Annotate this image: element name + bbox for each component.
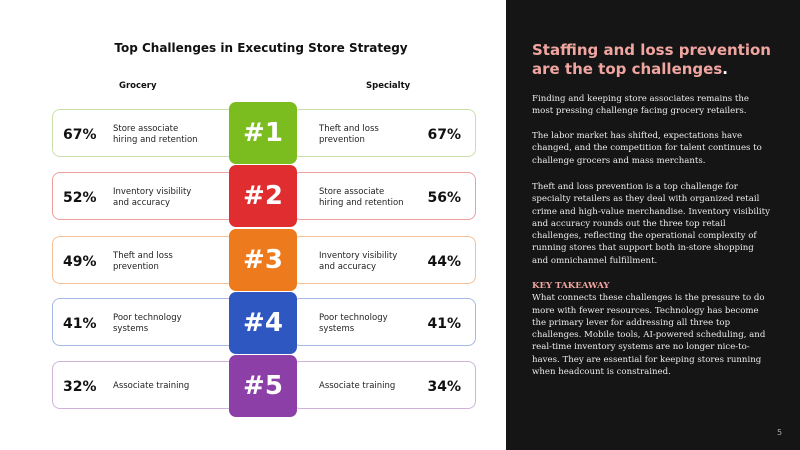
specialty-percent: 56% <box>427 190 461 206</box>
specialty-card: Store associate hiring and retention 56% <box>292 172 476 220</box>
chart-title: Top Challenges in Executing Store Strate… <box>114 41 408 55</box>
grocery-label: Poor technology systems <box>113 313 182 334</box>
specialty-percent: 67% <box>427 127 461 143</box>
grocery-percent: 32% <box>63 379 97 395</box>
grocery-percent: 41% <box>63 316 97 332</box>
grocery-label: Inventory visibility and accuracy <box>113 187 192 208</box>
specialty-label: Store associate hiring and retention <box>319 187 404 208</box>
chart-panel: Top Challenges in Executing Store Strate… <box>52 41 476 417</box>
rank-badge: #3 <box>229 229 297 291</box>
specialty-percent: 34% <box>427 379 461 395</box>
paragraph-1: Finding and keeping store associates rem… <box>532 94 749 117</box>
specialty-percent: 41% <box>427 316 461 332</box>
rank-badge: #5 <box>229 355 297 417</box>
headline: Staffing and loss prevention are the top… <box>532 41 772 79</box>
grocery-label: Theft and loss prevention <box>113 251 173 272</box>
specialty-card: Poor technology systems 41% <box>292 298 476 346</box>
headline-text: Staffing and loss prevention are the top… <box>532 41 771 78</box>
specialty-card: Inventory visibility and accuracy 44% <box>292 236 476 284</box>
grocery-percent: 67% <box>63 127 97 143</box>
specialty-label: Poor technology systems <box>319 313 388 334</box>
specialty-label: Theft and loss prevention <box>319 124 379 145</box>
paragraph-2: The labor market has shifted, expectatio… <box>532 131 762 166</box>
grocery-card: 41% Poor technology systems <box>52 298 237 346</box>
grocery-card: 67% Store associate hiring and retention <box>52 109 237 157</box>
grocery-card: 52% Inventory visibility and accuracy <box>52 172 237 220</box>
paragraph-3: Theft and loss prevention is a top chall… <box>532 182 770 266</box>
grocery-percent: 49% <box>63 254 97 270</box>
specialty-label: Associate training <box>319 381 396 391</box>
rank-badge: #2 <box>229 165 297 227</box>
grocery-label: Associate training <box>113 381 190 391</box>
specialty-card: Theft and loss prevention 67% <box>292 109 476 157</box>
specialty-percent: 44% <box>427 254 461 270</box>
key-takeaway-label: KEY TAKEAWAY <box>532 281 610 291</box>
rank-badge: #4 <box>229 292 297 354</box>
specialty-label: Inventory visibility and accuracy <box>319 251 398 272</box>
specialty-card: Associate training 34% <box>292 361 476 409</box>
grocery-label: Store associate hiring and retention <box>113 124 198 145</box>
page-number: 5 <box>777 428 783 437</box>
commentary-panel <box>506 0 800 450</box>
rank-badge: #1 <box>229 102 297 164</box>
column-header-grocery: Grocery <box>119 81 157 91</box>
grocery-card: 32% Associate training <box>52 361 237 409</box>
grocery-card: 49% Theft and loss prevention <box>52 236 237 284</box>
key-takeaway: KEY TAKEAWAY What connects these challen… <box>532 280 772 378</box>
key-takeaway-text: What connects these challenges is the pr… <box>532 293 766 378</box>
column-header-specialty: Specialty <box>366 81 411 91</box>
headline-period: . <box>722 60 728 78</box>
grocery-percent: 52% <box>63 190 97 206</box>
